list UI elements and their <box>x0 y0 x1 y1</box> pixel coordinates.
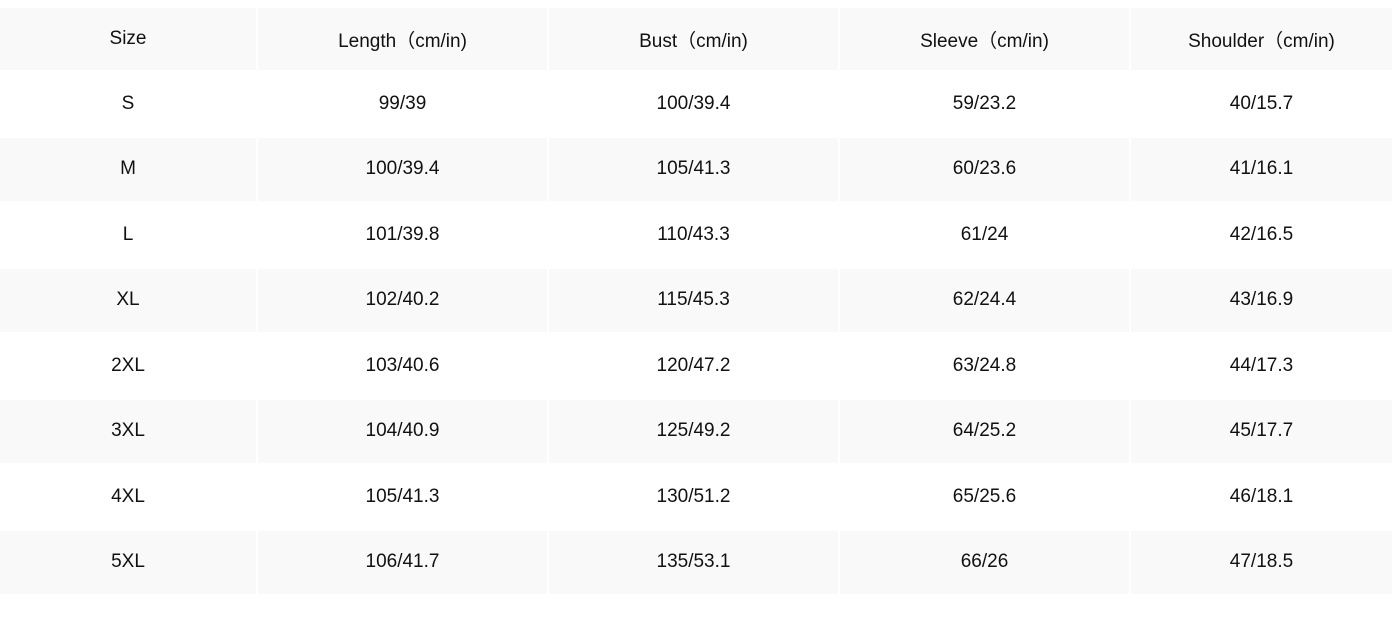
measurement-cell: 105/41.3 <box>258 465 547 529</box>
table-row: XL 102/40.2 115/45.3 62/24.4 43/16.9 <box>0 268 1392 332</box>
size-cell: XL <box>0 268 256 332</box>
header-row: Size Length（cm/in) Bust（cm/in) Sleeve（cm/in… <box>0 8 1392 70</box>
measurement-cell: 45/17.7 <box>1131 399 1392 463</box>
measurement-cell: 63/24.8 <box>840 334 1129 398</box>
measurement-cell: 99/39 <box>258 72 547 136</box>
measurement-cell: 103/40.6 <box>258 334 547 398</box>
measurement-cell: 110/43.3 <box>549 203 838 267</box>
measurement-cell: 59/23.2 <box>840 72 1129 136</box>
table-row: M 100/39.4 105/41.3 60/23.6 41/16.1 <box>0 137 1392 201</box>
measurement-cell: 43/16.9 <box>1131 268 1392 332</box>
measurement-cell: 104/40.9 <box>258 399 547 463</box>
measurement-cell: 102/40.2 <box>258 268 547 332</box>
measurement-cell: 125/49.2 <box>549 399 838 463</box>
measurement-cell: 101/39.8 <box>258 203 547 267</box>
column-header: Size <box>0 8 256 70</box>
measurement-cell: 130/51.2 <box>549 465 838 529</box>
size-cell: 2XL <box>0 334 256 398</box>
table-row: 3XL 104/40.9 125/49.2 64/25.2 45/17.7 <box>0 399 1392 463</box>
measurement-cell: 65/25.6 <box>840 465 1129 529</box>
table-row: 5XL 106/41.7 135/53.1 66/26 47/18.5 <box>0 530 1392 594</box>
column-header: Sleeve（cm/in) <box>840 8 1129 70</box>
size-cell: M <box>0 137 256 201</box>
column-header: Length（cm/in) <box>258 8 547 70</box>
measurement-cell: 100/39.4 <box>258 137 547 201</box>
measurement-cell: 100/39.4 <box>549 72 838 136</box>
size-chart-table: Size Length（cm/in) Bust（cm/in) Sleeve（cm/in… <box>0 6 1392 596</box>
table-row: L 101/39.8 110/43.3 61/24 42/16.5 <box>0 203 1392 267</box>
measurement-cell: 115/45.3 <box>549 268 838 332</box>
size-cell: 5XL <box>0 530 256 594</box>
size-cell: 4XL <box>0 465 256 529</box>
column-header: Shoulder（cm/in) <box>1131 8 1392 70</box>
measurement-cell: 40/15.7 <box>1131 72 1392 136</box>
measurement-cell: 46/18.1 <box>1131 465 1392 529</box>
measurement-cell: 105/41.3 <box>549 137 838 201</box>
size-cell: S <box>0 72 256 136</box>
measurement-cell: 106/41.7 <box>258 530 547 594</box>
measurement-cell: 135/53.1 <box>549 530 838 594</box>
measurement-cell: 44/17.3 <box>1131 334 1392 398</box>
measurement-cell: 61/24 <box>840 203 1129 267</box>
measurement-cell: 41/16.1 <box>1131 137 1392 201</box>
table-row: S 99/39 100/39.4 59/23.2 40/15.7 <box>0 72 1392 136</box>
measurement-cell: 42/16.5 <box>1131 203 1392 267</box>
measurement-cell: 60/23.6 <box>840 137 1129 201</box>
measurement-cell: 47/18.5 <box>1131 530 1392 594</box>
measurement-cell: 62/24.4 <box>840 268 1129 332</box>
size-cell: 3XL <box>0 399 256 463</box>
column-header: Bust（cm/in) <box>549 8 838 70</box>
table-row: 2XL 103/40.6 120/47.2 63/24.8 44/17.3 <box>0 334 1392 398</box>
measurement-cell: 66/26 <box>840 530 1129 594</box>
measurement-cell: 64/25.2 <box>840 399 1129 463</box>
table-row: 4XL 105/41.3 130/51.2 65/25.6 46/18.1 <box>0 465 1392 529</box>
measurement-cell: 120/47.2 <box>549 334 838 398</box>
size-cell: L <box>0 203 256 267</box>
